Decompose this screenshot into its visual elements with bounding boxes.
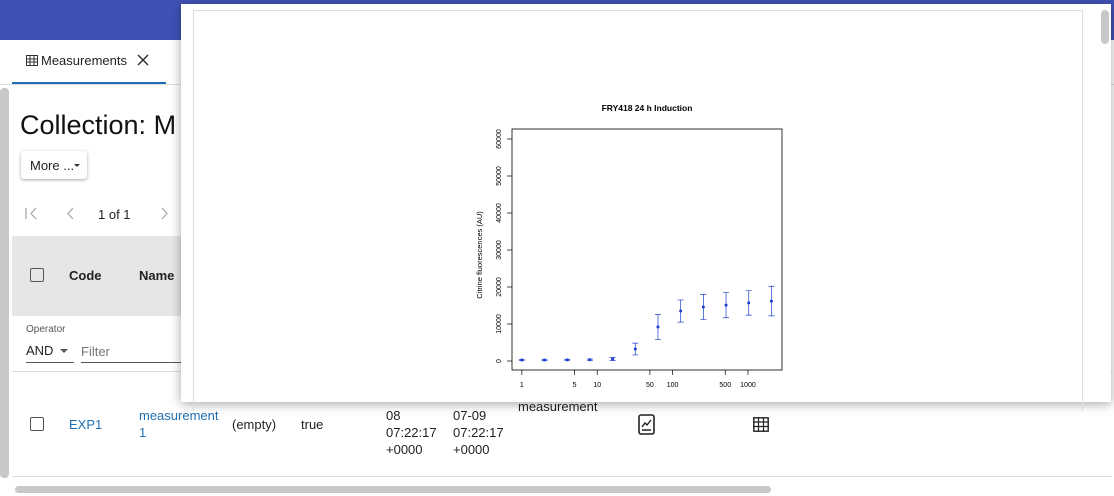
point — [633, 347, 637, 351]
point — [656, 325, 660, 329]
x-tick-label: 1 — [520, 382, 524, 389]
cell-line: +0000 — [453, 442, 490, 457]
filter-placeholder: Filter — [81, 344, 110, 359]
row-checkbox[interactable] — [30, 417, 44, 431]
point — [724, 303, 728, 307]
column-header: Code — [69, 268, 102, 283]
y-axis-label: Citrine fluorescences (AU) — [475, 211, 484, 299]
caret — [60, 349, 68, 353]
x-tick-label: 10 — [593, 382, 601, 389]
x-tick-label: 5 — [573, 382, 577, 389]
point — [611, 357, 615, 361]
y-tick-label: 10000 — [496, 314, 503, 334]
point — [588, 358, 592, 362]
y-tick-label: 50000 — [496, 166, 503, 186]
cell[interactable]: EXP1 — [69, 417, 103, 432]
point — [565, 358, 569, 362]
document-icon[interactable] — [638, 414, 656, 435]
point — [701, 305, 705, 309]
point — [679, 309, 683, 313]
cell-line: 07:22:17 — [453, 425, 504, 440]
cell-line: +0000 — [386, 442, 423, 457]
operator-label: Operator — [26, 324, 66, 335]
collection-title: Collection: M — [20, 110, 177, 140]
more-button[interactable]: More ... — [21, 151, 87, 179]
x-tick-label: 50 — [646, 382, 654, 389]
cell-line: 08 — [386, 408, 401, 423]
chart: FRY418 24 h Induction Citrine fluorescen… — [475, 103, 783, 389]
point — [769, 299, 773, 303]
column-header: Name — [139, 268, 175, 283]
table-header — [12, 236, 192, 316]
y-tick-label: 30000 — [496, 240, 503, 260]
cell: (empty) — [232, 417, 277, 432]
x-tick-label: 500 — [719, 382, 731, 389]
h-scrollbar[interactable] — [15, 486, 771, 493]
pagination-icons — [25, 207, 168, 220]
dialog-scrollbar[interactable] — [1101, 10, 1109, 44]
cell[interactable]: measurement 1 — [139, 408, 219, 440]
x-tick-label: 1000 — [740, 382, 756, 389]
cell-line: 07-09 — [453, 408, 487, 423]
header-checkbox[interactable] — [30, 268, 44, 282]
close-icon[interactable] — [137, 54, 149, 66]
dialog-content — [193, 10, 1083, 411]
operator-value: AND — [26, 343, 54, 358]
point — [747, 301, 751, 305]
cell: 07-09 07:22:17 +0000 — [453, 407, 504, 458]
y-tick-label: 0 — [496, 359, 503, 363]
cell: 08 07:22:17 +0000 — [386, 407, 437, 458]
x-tick-label: 100 — [667, 382, 679, 389]
caret — [74, 164, 80, 167]
v-scrollbar[interactable] — [0, 88, 9, 478]
table-icon[interactable] — [753, 417, 769, 432]
operator-select[interactable]: AND — [26, 340, 74, 363]
y-tick-label: 20000 — [496, 277, 503, 297]
chart-dialog: FRY418 24 h Induction Citrine fluorescen… — [181, 4, 1111, 411]
plot-frame — [511, 128, 783, 371]
tab-label: Measurements — [41, 53, 127, 68]
more-label: More ... — [30, 158, 75, 173]
cell-line: 07:22:17 — [386, 425, 437, 440]
table-icon — [26, 55, 38, 66]
page-info: 1 of 1 — [98, 207, 131, 222]
cell: measurement — [518, 399, 598, 414]
chart-title: FRY418 24 h Induction — [602, 103, 693, 113]
tab[interactable]: Measurements — [12, 42, 166, 84]
y-tick-label: 40000 — [496, 203, 503, 223]
row-divider — [12, 476, 1112, 477]
filter-input[interactable]: Filter — [81, 340, 191, 363]
cell: true — [301, 417, 324, 432]
y-tick-label: 60000 — [496, 129, 503, 149]
point — [543, 358, 547, 362]
point — [520, 358, 524, 362]
